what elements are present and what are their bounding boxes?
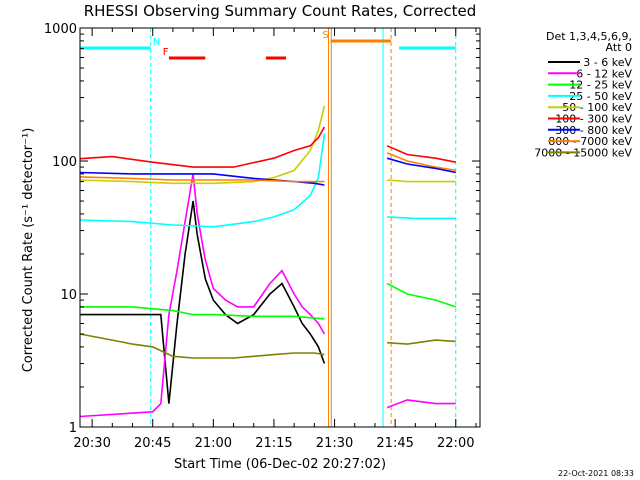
flag-label-n: N [153, 37, 160, 48]
series-line-7000-15000-kev [79, 333, 325, 359]
x-tick-label: 21:45 [376, 436, 413, 451]
plot-frame [79, 27, 481, 428]
plot-layer: NF S [79, 28, 457, 427]
post-gap-series-line-7000-15000-kev [387, 339, 456, 345]
legend-entry-label: 100 - 300 keV [555, 113, 632, 126]
x-tick-label: 21:00 [195, 436, 232, 451]
x-tick-label: 20:30 [73, 436, 110, 451]
post-gap-series-line-800-7000-kev [386, 152, 456, 172]
flag-label-s: S [322, 30, 328, 41]
x-tick-label: 21:30 [316, 436, 353, 451]
series-line-50-100-kev [79, 105, 326, 185]
x-tick-label: 22:00 [437, 436, 474, 451]
y-tick-label: 100 [52, 155, 77, 170]
series-line-800-7000-kev [79, 176, 325, 183]
post-gap-series-line-50-100-kev [387, 179, 456, 183]
legend-entry-label: 25 - 50 keV [569, 90, 632, 103]
x-tick-label: 21:15 [255, 436, 292, 451]
legend-entry-label: 3 - 6 keV [583, 56, 632, 69]
timestamp: 22-Oct-2021 08:33 [558, 469, 634, 478]
series-line-6-12-kev [79, 173, 326, 418]
legend-entry-label: 50 - 100 keV [562, 101, 632, 114]
legend-entry-label: 6 - 12 keV [576, 67, 632, 80]
chart-title: RHESSI Observing Summary Count Rates, Co… [84, 2, 477, 20]
flag-label-f: F [163, 47, 169, 58]
legend-entry-label: 800 - 7000 keV [548, 135, 632, 148]
post-gap-series-line-25-50-kev [387, 216, 456, 220]
post-gap-series-line-12-25-kev [386, 282, 457, 308]
y-tick-label: 1000 [44, 22, 77, 37]
legend-entry-label: 12 - 25 keV [569, 79, 632, 92]
legend-header-line-2: Att 0 [606, 41, 632, 54]
axis-layer: 20:30 20:45 21:00 21:15 21:30 21:45 22:00 1 10 10… [44, 22, 480, 451]
post-gap-series-line-6-12-kev [386, 399, 456, 409]
y-axis-label: Corrected Count Rate (s⁻¹ detector⁻¹) [21, 128, 36, 373]
y-tick-label: 10 [60, 288, 77, 303]
series-line-3-6-kev [80, 200, 326, 404]
post-gap-series-line-300-800-kev [386, 157, 456, 174]
legend-header-line-1: Det 1,3,4,5,6,9, [546, 30, 632, 43]
series-line-25-50-kev [79, 133, 326, 228]
series-line-12-25-kev [80, 306, 325, 320]
legend-entry-label: 300 - 800 keV [555, 124, 632, 137]
legend-entry-label: 7000 - 15000 keV [534, 146, 632, 159]
post-gap-series-line-100-300-kev [386, 145, 456, 163]
series-line-300-800-kev [79, 171, 325, 186]
x-tick-label: 20:45 [134, 436, 171, 451]
series-line-100-300-kev [79, 126, 326, 168]
y-tick-label: 1 [69, 421, 77, 436]
x-axis-label: Start Time (06-Dec-02 20:27:02) [174, 457, 386, 472]
